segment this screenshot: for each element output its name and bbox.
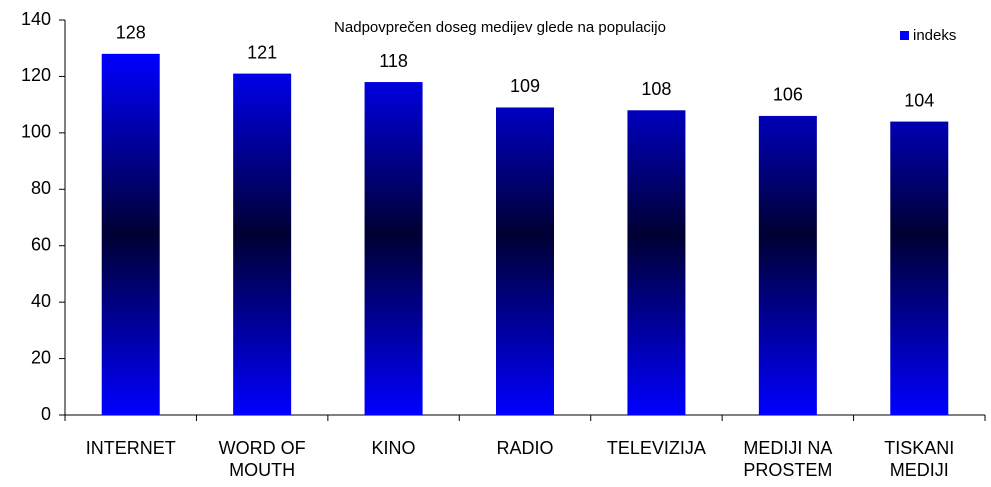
x-tick-label: KINO	[371, 438, 416, 458]
y-tick-label: 40	[31, 291, 51, 311]
x-tick-label: MEDIJI NA PROSTEM	[743, 438, 833, 480]
value-label: 121	[247, 42, 277, 62]
x-tick-label: TELEVIZIJA	[606, 438, 706, 458]
bar	[627, 110, 686, 416]
bar	[233, 73, 292, 415]
x-tick-label: WORD OF MOUTH	[218, 438, 306, 480]
x-tick-label: RADIO	[496, 438, 554, 458]
y-tick-label: 80	[31, 178, 51, 198]
bar	[496, 107, 554, 415]
value-label: 106	[773, 85, 803, 105]
value-label: 104	[904, 90, 934, 110]
y-tick-label: 0	[41, 404, 51, 424]
x-tick-label: INTERNET	[85, 438, 176, 458]
x-tick-label: TISKANI MEDIJI	[884, 438, 955, 480]
chart-title: Nadpovprečen doseg medijev glede na popu…	[334, 19, 666, 36]
bar	[758, 115, 817, 415]
value-label: 109	[510, 76, 540, 96]
y-tick-label: 60	[31, 234, 51, 254]
y-tick-label: 140	[21, 9, 51, 29]
legend-label: indeks	[913, 27, 956, 44]
value-label: 128	[116, 23, 146, 43]
y-tick-label: 20	[31, 347, 51, 367]
bar	[890, 121, 949, 416]
value-label: 118	[379, 51, 408, 71]
bar	[364, 82, 423, 416]
bar	[101, 53, 160, 415]
legend-swatch	[900, 31, 909, 40]
value-label: 108	[641, 79, 671, 99]
y-tick-label: 120	[21, 65, 51, 85]
y-tick-label: 100	[21, 122, 51, 142]
